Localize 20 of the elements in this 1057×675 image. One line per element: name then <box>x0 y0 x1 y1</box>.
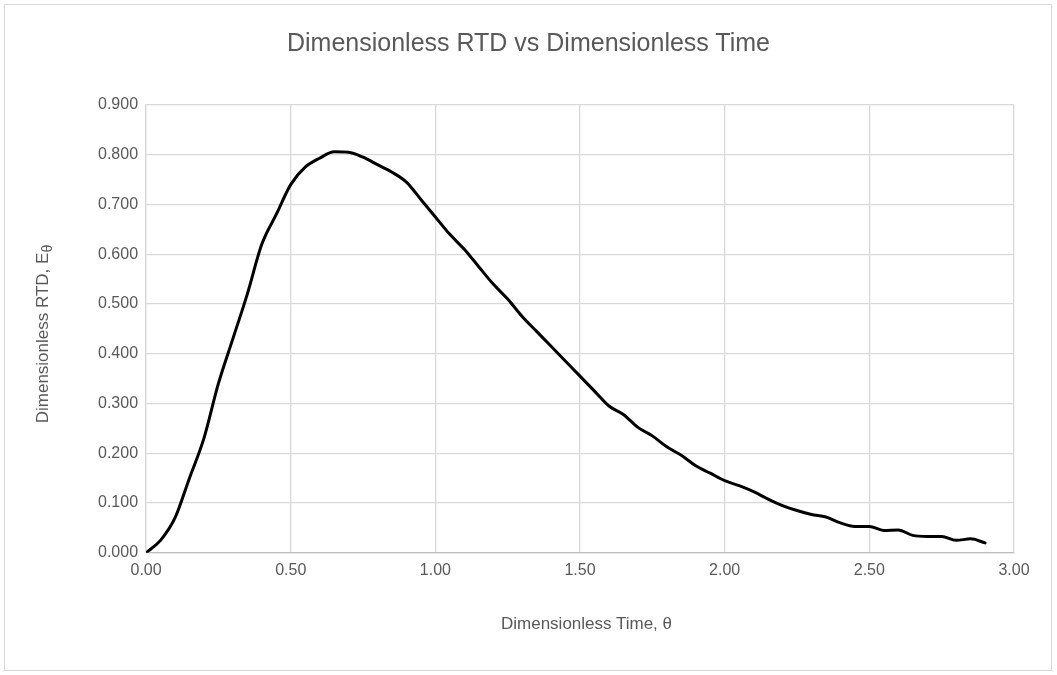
x-tick-label: 1.50 <box>564 560 596 578</box>
y-tick-label: 0.900 <box>97 95 139 113</box>
x-axis-title: Dimensionless Time, θ <box>500 614 673 634</box>
x-tick-label: 3.00 <box>998 560 1030 578</box>
x-tick-label: 0.50 <box>275 560 307 578</box>
y-tick-label: 0.600 <box>97 244 139 262</box>
chart-title: Dimensionless RTD vs Dimensionless Time <box>286 28 771 57</box>
y-tick-label: 0.700 <box>97 194 139 212</box>
y-tick-label: 0.100 <box>97 493 139 511</box>
x-tick-label: 0.00 <box>130 560 162 578</box>
y-tick-label: 0.300 <box>97 393 139 411</box>
y-tick-label: 0.400 <box>97 344 139 362</box>
x-tick-label: 2.00 <box>709 560 741 578</box>
x-tick-label: 2.50 <box>853 560 886 578</box>
x-tick-label: 1.00 <box>419 560 452 578</box>
y-tick-label: 0.200 <box>97 443 139 461</box>
y-tick-label: 0.000 <box>97 543 139 561</box>
line-series <box>146 150 987 553</box>
y-tick-label: 0.800 <box>97 145 139 163</box>
y-tick-label: 0.500 <box>97 294 139 312</box>
